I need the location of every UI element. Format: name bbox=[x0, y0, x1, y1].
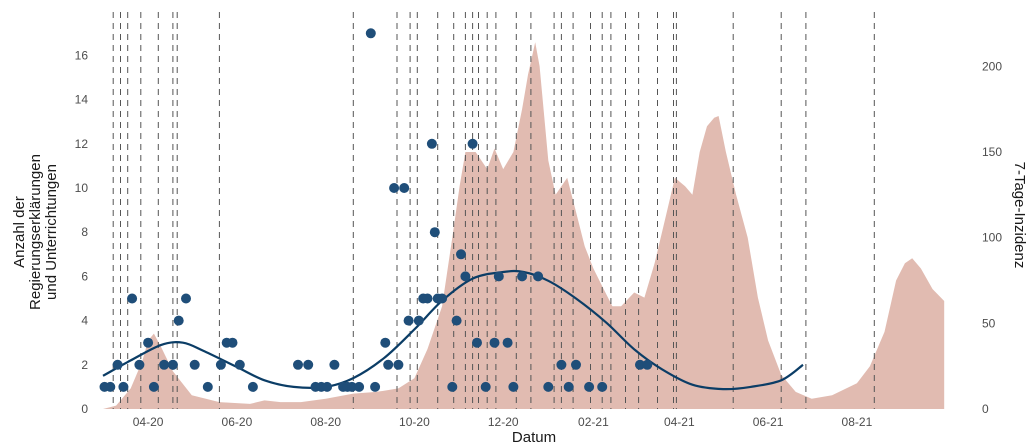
data-point bbox=[502, 337, 513, 348]
data-point bbox=[322, 381, 333, 392]
data-point bbox=[215, 359, 226, 370]
x-tick-label: 04-20 bbox=[133, 415, 164, 429]
data-point bbox=[354, 381, 365, 392]
data-point bbox=[380, 337, 391, 348]
data-point bbox=[447, 381, 458, 392]
data-point bbox=[105, 381, 116, 392]
y-left-axis-title-line: Anzahl der bbox=[11, 196, 28, 268]
y-left-tick-label: 10 bbox=[75, 181, 89, 195]
data-point bbox=[167, 359, 178, 370]
data-point bbox=[642, 359, 653, 370]
data-point bbox=[247, 381, 258, 392]
data-point bbox=[370, 381, 381, 392]
data-point bbox=[563, 381, 574, 392]
data-point bbox=[383, 359, 394, 370]
data-point bbox=[202, 381, 213, 392]
x-tick-label: 08-20 bbox=[310, 415, 341, 429]
data-point bbox=[597, 381, 608, 392]
x-tick-label: 02-21 bbox=[578, 415, 609, 429]
data-point bbox=[413, 315, 424, 326]
y-left-tick-label: 6 bbox=[81, 269, 88, 283]
data-point bbox=[329, 359, 340, 370]
y-right-tick-label: 0 bbox=[982, 402, 989, 416]
y-right-tick-label: 50 bbox=[982, 316, 996, 330]
x-tick-label: 10-20 bbox=[399, 415, 430, 429]
data-point bbox=[234, 359, 245, 370]
data-point bbox=[173, 315, 184, 326]
data-point bbox=[426, 138, 437, 149]
y-left-tick-label: 4 bbox=[81, 314, 88, 328]
data-point bbox=[635, 359, 645, 370]
data-point bbox=[508, 381, 519, 392]
x-tick-label: 06-21 bbox=[753, 415, 784, 429]
y-left-axis-title-line: und Unterrichtungen bbox=[43, 164, 60, 300]
data-point bbox=[399, 183, 410, 193]
data-point bbox=[148, 381, 159, 392]
x-tick-label: 12-20 bbox=[488, 415, 519, 429]
data-point bbox=[460, 271, 471, 282]
y-left-tick-label: 8 bbox=[81, 225, 88, 239]
data-point bbox=[393, 359, 404, 370]
data-point bbox=[227, 337, 238, 348]
data-point bbox=[189, 359, 200, 370]
data-point bbox=[134, 359, 145, 370]
x-tick-label: 06-20 bbox=[222, 415, 253, 429]
y-left-axis-title-line: Regierungserklärungen bbox=[27, 154, 44, 310]
y-left-tick-label: 0 bbox=[81, 402, 88, 416]
data-point bbox=[480, 381, 491, 392]
y-right-tick-label: 150 bbox=[982, 145, 1002, 159]
data-point bbox=[181, 293, 191, 304]
data-point bbox=[437, 293, 448, 304]
y-left-tick-label: 14 bbox=[75, 93, 89, 107]
data-point bbox=[533, 271, 544, 282]
data-point bbox=[303, 359, 314, 370]
data-point bbox=[365, 28, 376, 39]
smooth-curve-layer bbox=[102, 269, 804, 391]
incidence-area-layer bbox=[103, 42, 945, 410]
y-left-axis-title: Anzahl derRegierungserklärungenund Unter… bbox=[11, 154, 60, 310]
y-left-axis-ticks: 0 2 4 6 8 10 12 14 16 bbox=[75, 48, 89, 416]
data-point bbox=[293, 359, 303, 370]
data-point bbox=[456, 249, 466, 260]
event-vline-layer bbox=[112, 12, 875, 409]
data-point-layer bbox=[99, 28, 653, 392]
data-point bbox=[489, 337, 500, 348]
x-tick-label: 08-21 bbox=[842, 415, 873, 429]
data-point bbox=[143, 337, 154, 348]
data-point bbox=[584, 381, 595, 392]
data-point bbox=[389, 183, 400, 193]
x-axis-title: Datum bbox=[512, 429, 556, 446]
incidence-area bbox=[103, 42, 945, 410]
y-right-tick-label: 100 bbox=[982, 231, 1002, 245]
data-point bbox=[403, 315, 414, 326]
data-point bbox=[467, 138, 478, 149]
data-point bbox=[517, 271, 528, 282]
data-point bbox=[472, 337, 482, 348]
data-point bbox=[346, 381, 357, 392]
x-tick-label: 04-21 bbox=[664, 415, 695, 429]
data-point bbox=[118, 381, 129, 392]
data-point bbox=[543, 381, 554, 392]
y-right-tick-label: 200 bbox=[982, 59, 1002, 73]
data-point bbox=[556, 359, 567, 370]
y-left-tick-label: 2 bbox=[81, 358, 88, 372]
y-left-tick-label: 12 bbox=[75, 137, 89, 151]
data-point bbox=[571, 359, 581, 370]
y-left-tick-label: 16 bbox=[75, 48, 89, 62]
y-right-axis-ticks: 0 50 100 150 200 bbox=[982, 59, 1002, 416]
data-point bbox=[429, 227, 440, 238]
data-point bbox=[112, 359, 123, 370]
data-point bbox=[159, 359, 170, 370]
y-right-axis-title: 7-Tage-Inzidenz bbox=[1011, 162, 1026, 269]
smooth-curve bbox=[102, 269, 804, 391]
x-axis-ticks: 04-20 06-20 08-20 10-20 12-20 02-21 04-21 06-21… bbox=[133, 415, 873, 429]
data-point bbox=[422, 293, 433, 304]
data-point bbox=[451, 315, 462, 326]
data-point bbox=[493, 271, 504, 282]
data-point bbox=[127, 293, 138, 304]
